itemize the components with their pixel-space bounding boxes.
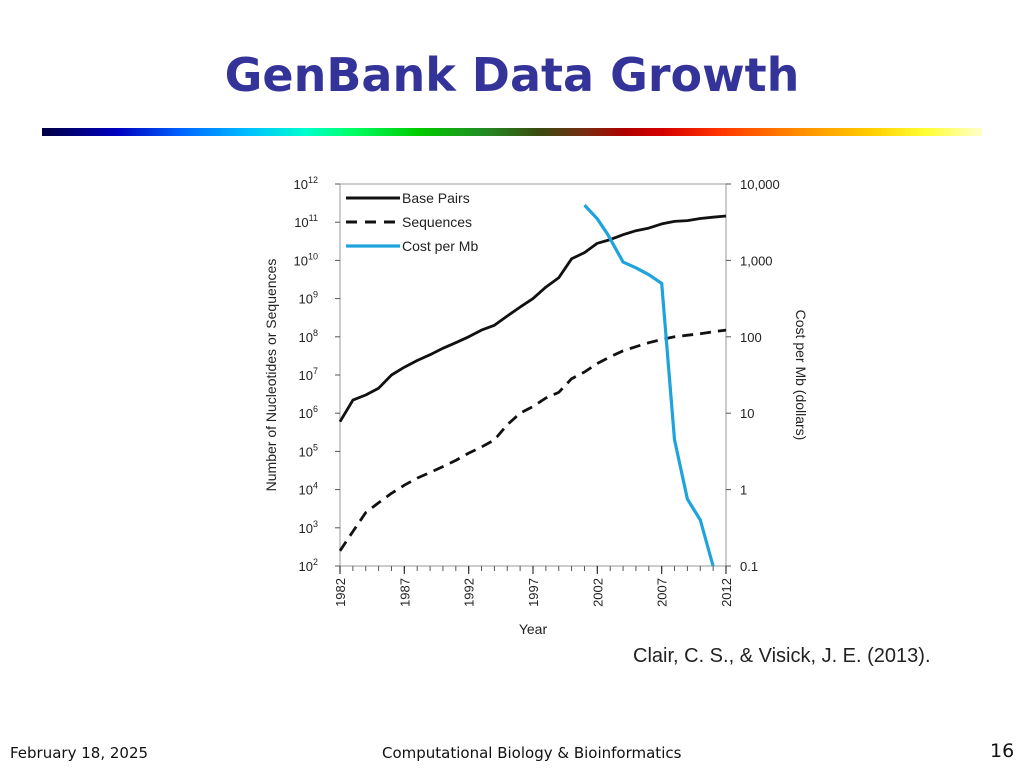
- y-right-tick-label: 1: [740, 483, 747, 498]
- legend-label: Sequences: [402, 214, 472, 230]
- chart-svg: 1982 1987 1992 1997 2002 2007 2012 10210310410…: [263, 175, 809, 637]
- x-tick-label: 1987: [397, 578, 412, 607]
- citation-text: Clair, C. S., & Visick, J. E. (2013).: [633, 645, 931, 667]
- y-left-tick-label: 105: [299, 442, 318, 459]
- y-left-tick-label: 1010: [294, 251, 318, 268]
- x-tick-label: 2012: [719, 578, 734, 607]
- y-left-tick-label: 108: [299, 328, 318, 345]
- x-tick-label: 1992: [462, 578, 477, 607]
- y-left-tick-label: 1012: [294, 175, 318, 192]
- x-tick-label: 1982: [333, 578, 348, 607]
- y-left-tick-label: 102: [299, 557, 318, 574]
- y-right-tick-label: 1,000: [740, 253, 773, 268]
- y-left-tick-label: 106: [299, 404, 318, 421]
- y-right-axis-ticks: 0.1 1 10 100 1,000 10,000: [726, 177, 780, 574]
- genbank-growth-chart: 1982 1987 1992 1997 2002 2007 2012 102 103 104 10…: [262, 170, 822, 640]
- y-right-tick-label: 10: [740, 406, 754, 421]
- gradient-divider: [42, 128, 982, 136]
- x-tick-label: 2002: [590, 578, 605, 607]
- y-left-tick-label: 103: [299, 519, 318, 536]
- x-axis-label: Year: [519, 621, 548, 637]
- x-tick-label: 2007: [655, 578, 670, 607]
- chart-series: [338, 204, 727, 567]
- legend-label: Base Pairs: [402, 190, 470, 206]
- y-left-tick-label: 107: [299, 366, 318, 383]
- series-line-sequences: [338, 328, 727, 552]
- y-left-tick-label: 104: [299, 481, 318, 498]
- y-left-tick-label: 109: [299, 290, 318, 307]
- legend-label: Cost per Mb: [402, 238, 478, 254]
- y-right-tick-label: 100: [740, 330, 762, 345]
- y-left-axis-label: Number of Nucleotides or Sequences: [263, 259, 279, 492]
- page-number: 16: [990, 740, 1015, 762]
- x-tick-label: 1997: [526, 578, 541, 607]
- y-right-tick-label: 10,000: [740, 177, 780, 192]
- series-line-cost-per-mb: [583, 204, 715, 567]
- x-axis-ticks: 1982 1987 1992 1997 2002 2007 2012: [333, 566, 734, 607]
- chart-legend: Base Pairs Sequences Cost per Mb: [346, 190, 478, 254]
- y-right-axis-label: Cost per Mb (dollars): [793, 310, 809, 441]
- footer-date: February 18, 2025: [10, 744, 149, 762]
- y-left-tick-label: 1011: [294, 213, 318, 230]
- series-line-base-pairs: [338, 214, 727, 423]
- footer-course-title: Computational Biology & Bioinformatics: [382, 744, 682, 762]
- y-left-axis-ticks: 102 103 104 105 106 107 108 109 1010 1011 1012: [294, 175, 340, 574]
- slide-title: GenBank Data Growth: [224, 48, 800, 102]
- y-right-tick-label: 0.1: [740, 559, 758, 574]
